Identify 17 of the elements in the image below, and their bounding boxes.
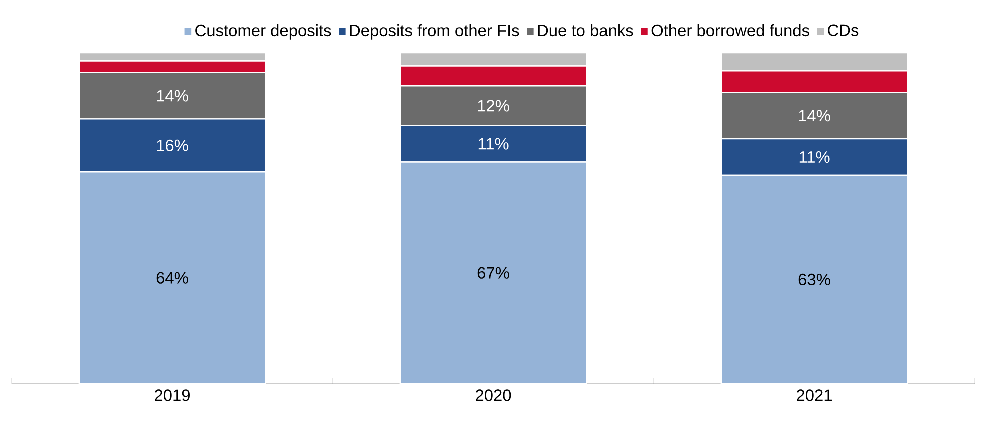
- data-label: 14%: [157, 90, 188, 102]
- data-label: 64%: [156, 272, 188, 284]
- x-tick-label: 2021: [797, 390, 832, 402]
- data-label: 11%: [800, 152, 830, 164]
- legend-label: Other borrowed funds: [652, 24, 810, 37]
- data-label: 16%: [157, 140, 188, 152]
- data-label: 11%: [478, 138, 509, 150]
- legend-label: CDs: [828, 24, 859, 36]
- legend-label: Customer deposits: [196, 24, 332, 40]
- legend-label: Deposits from other FIs: [350, 24, 520, 40]
- data-label: 67%: [478, 267, 510, 279]
- data-label: 14%: [799, 110, 830, 122]
- x-tick-label: 2019: [155, 390, 190, 402]
- data-label: 12%: [478, 100, 510, 112]
- data-label: 63%: [798, 274, 830, 286]
- x-tick-label: 2020: [476, 390, 512, 402]
- legend-label: Due to banks: [538, 24, 634, 37]
